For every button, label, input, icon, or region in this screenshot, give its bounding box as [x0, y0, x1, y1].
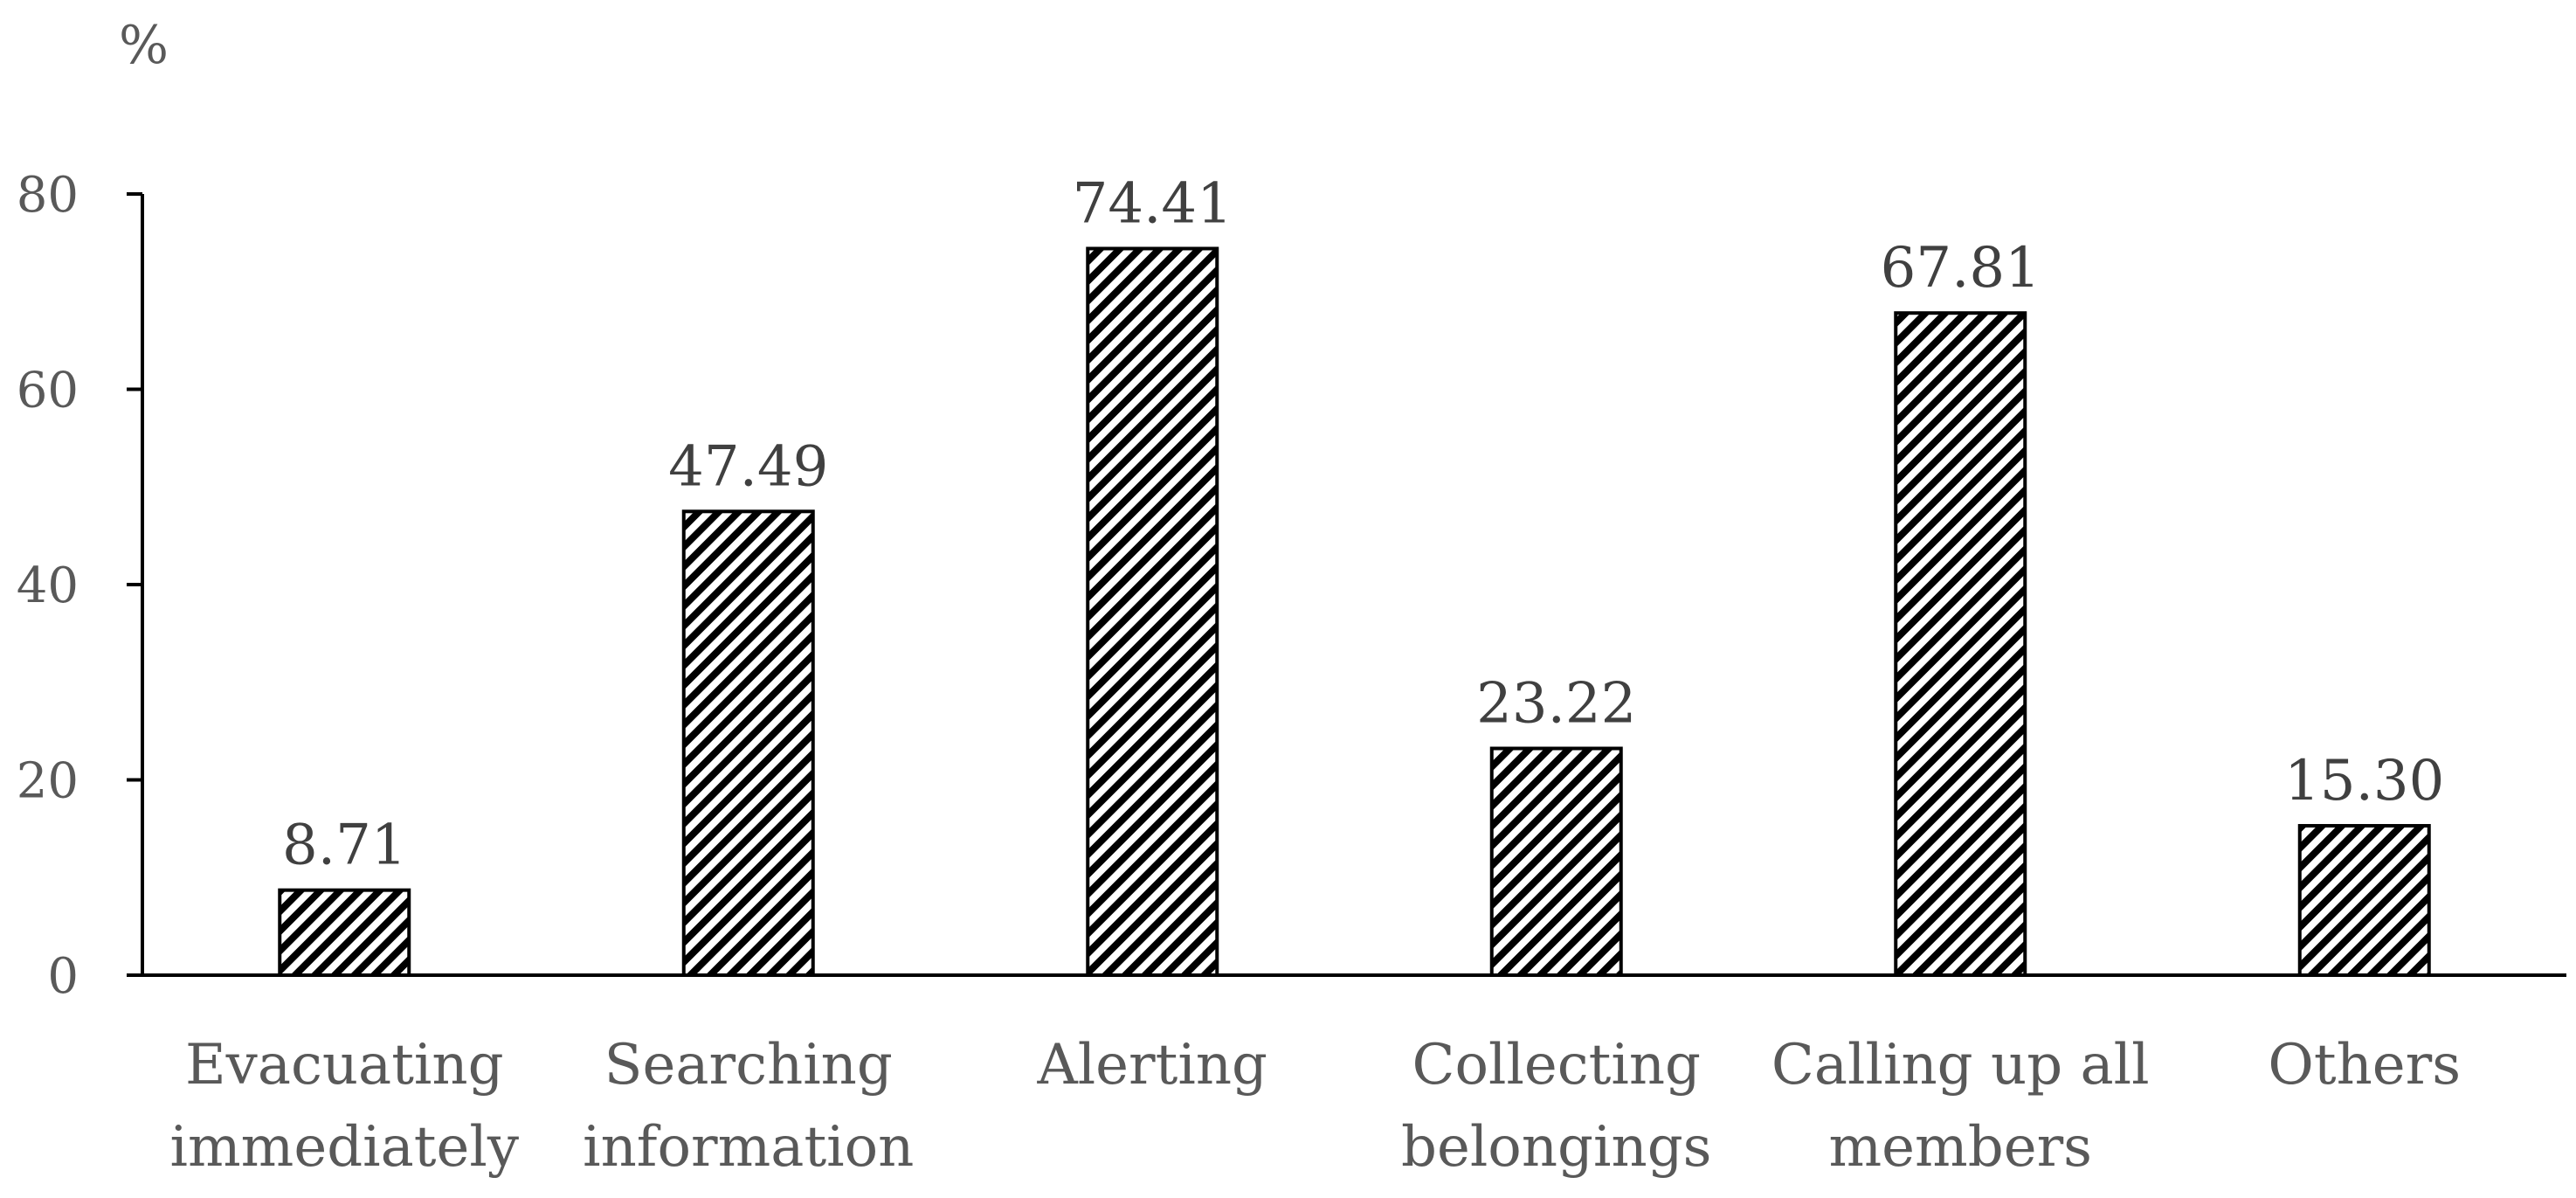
y-tick-label: 20	[17, 753, 79, 810]
bar	[278, 888, 411, 978]
x-category-label-line: Others	[2268, 1033, 2461, 1098]
x-category-label: Searching information	[583, 1033, 914, 1180]
x-category-label: Evacuating immediately	[169, 1033, 519, 1180]
bar-value-label: 15.30	[2284, 749, 2444, 814]
x-category-label: Others	[2268, 1033, 2461, 1098]
x-category-label-line: Evacuating	[185, 1033, 504, 1098]
bar-value-label: 67.81	[1881, 236, 2041, 301]
x-category-label-line: immediately	[169, 1115, 519, 1180]
y-axis: 0 20 40 60 80	[17, 167, 144, 1005]
x-category-label-line: belongings	[1401, 1115, 1712, 1180]
bar-value-label: 47.49	[668, 434, 828, 499]
bar-value-label: 74.41	[1073, 171, 1233, 236]
y-tick-label: 80	[17, 167, 79, 224]
y-tick-label: 40	[17, 557, 79, 614]
x-axis: Evacuating immediately Searching informatio…	[142, 973, 2566, 1180]
x-category-label-line: members	[1828, 1115, 2092, 1180]
y-axis-unit-label: %	[119, 15, 169, 76]
y-tick-label: 60	[17, 363, 79, 419]
bar	[681, 509, 815, 977]
x-category-label-line: Calling up all	[1771, 1033, 2150, 1098]
x-category-label: Collecting belongings	[1401, 1033, 1712, 1180]
bar-value-label: 23.22	[1476, 672, 1636, 737]
bar	[1489, 746, 1623, 977]
x-category-label-line: Searching	[604, 1033, 893, 1098]
bars	[278, 246, 2431, 978]
x-category-label: Alerting	[1036, 1033, 1267, 1098]
value-labels: 8.71 47.49 74.41 23.22 67.81 15.30	[282, 171, 2444, 877]
bar-value-label: 8.71	[282, 814, 407, 878]
x-category-label-line: Alerting	[1036, 1033, 1267, 1098]
x-category-label: Calling up all members	[1771, 1033, 2150, 1180]
x-category-label-line: information	[583, 1115, 914, 1180]
bar	[2297, 824, 2431, 978]
y-tick-label: 0	[47, 948, 79, 1005]
bar	[1894, 311, 2027, 977]
bar	[1086, 246, 1219, 977]
x-category-label-line: Collecting	[1412, 1033, 1701, 1098]
